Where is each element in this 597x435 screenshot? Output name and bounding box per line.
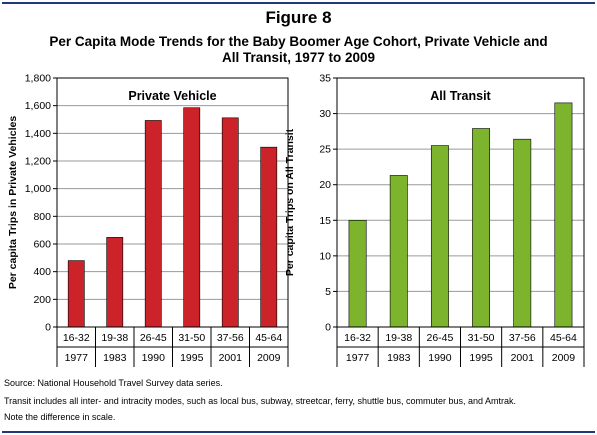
bar <box>472 128 491 328</box>
figure-label: Figure 8 <box>265 8 332 27</box>
top-rule <box>2 2 595 4</box>
y-tick-label: 1,000 <box>25 183 51 195</box>
y-tick-label: 30 <box>319 108 331 120</box>
y-tick-label: 400 <box>33 266 51 278</box>
plot-frame <box>336 77 585 328</box>
x-category-label: 26-45 <box>140 332 167 344</box>
y-tick-label: 35 <box>319 73 331 85</box>
y-tick-label: 1,800 <box>25 73 51 85</box>
x-year-label: 1990 <box>428 352 452 364</box>
y-tick-label: 15 <box>319 215 331 227</box>
figure-title-line-2: All Transit, 1977 to 2009 <box>221 50 376 65</box>
y-tick-label: 800 <box>33 211 51 223</box>
x-year-label: 1977 <box>346 352 370 364</box>
x-year-label: 2001 <box>511 352 535 364</box>
x-category-label: 16-32 <box>63 332 90 344</box>
x-category-label: 37-56 <box>217 332 244 344</box>
x-category-label: 45-64 <box>550 332 577 344</box>
x-category-label: 26-45 <box>426 332 453 344</box>
bar <box>513 138 532 328</box>
x-year-label: 2009 <box>552 352 576 364</box>
x-year-label: 1995 <box>180 352 204 364</box>
y-tick-label: 600 <box>33 239 51 251</box>
y-tick-label: 200 <box>33 294 51 306</box>
y-tick-label: 1,400 <box>25 128 51 140</box>
y-tick-label: 10 <box>319 250 331 262</box>
y-tick-label: 0 <box>325 322 331 334</box>
y-tick-label: 1,200 <box>25 156 51 168</box>
source-note: Source: National Household Travel Survey… <box>4 378 223 388</box>
x-year-label: 2009 <box>257 352 281 364</box>
y-tick-label: 25 <box>319 144 331 156</box>
chart-title: Private Vehicle <box>128 89 216 103</box>
bar <box>144 120 162 328</box>
scale-note: Note the difference in scale. <box>4 412 116 422</box>
bar <box>348 219 367 328</box>
bar <box>183 107 201 328</box>
figure-title-line-1: Per Capita Mode Trends for the Baby Boom… <box>49 34 548 49</box>
x-category-label: 16-32 <box>344 332 371 344</box>
x-category-label: 19-38 <box>385 332 412 344</box>
transit-note: Transit includes all inter- and intracit… <box>4 396 517 406</box>
x-category-label: 37-56 <box>509 332 536 344</box>
x-year-label: 2001 <box>219 352 243 364</box>
x-category-label: 45-64 <box>255 332 282 344</box>
y-tick-label: 0 <box>45 322 51 334</box>
x-category-label: 19-38 <box>101 332 128 344</box>
y-tick-label: 5 <box>325 286 331 298</box>
plot-frame <box>56 77 289 328</box>
bar <box>106 237 124 328</box>
bar <box>389 175 408 328</box>
y-axis-label: Per capita Trips on All Transit <box>284 128 296 276</box>
y-tick-label: 20 <box>319 179 331 191</box>
x-year-label: 1983 <box>103 352 127 364</box>
x-year-label: 1995 <box>469 352 493 364</box>
bar <box>554 102 573 328</box>
x-category-label: 31-50 <box>178 332 205 344</box>
chart-title: All Transit <box>430 89 491 103</box>
bar <box>430 145 449 328</box>
x-year-label: 1990 <box>142 352 166 364</box>
bar <box>260 146 278 328</box>
x-category-label: 31-50 <box>468 332 495 344</box>
y-tick-label: 1,600 <box>25 100 51 112</box>
bar <box>67 260 85 328</box>
x-year-label: 1983 <box>387 352 411 364</box>
x-year-label: 1977 <box>65 352 89 364</box>
y-axis-label: Per capita Trips in Private Vehicles <box>7 116 19 289</box>
bar <box>221 117 239 328</box>
bottom-rule <box>2 431 595 433</box>
